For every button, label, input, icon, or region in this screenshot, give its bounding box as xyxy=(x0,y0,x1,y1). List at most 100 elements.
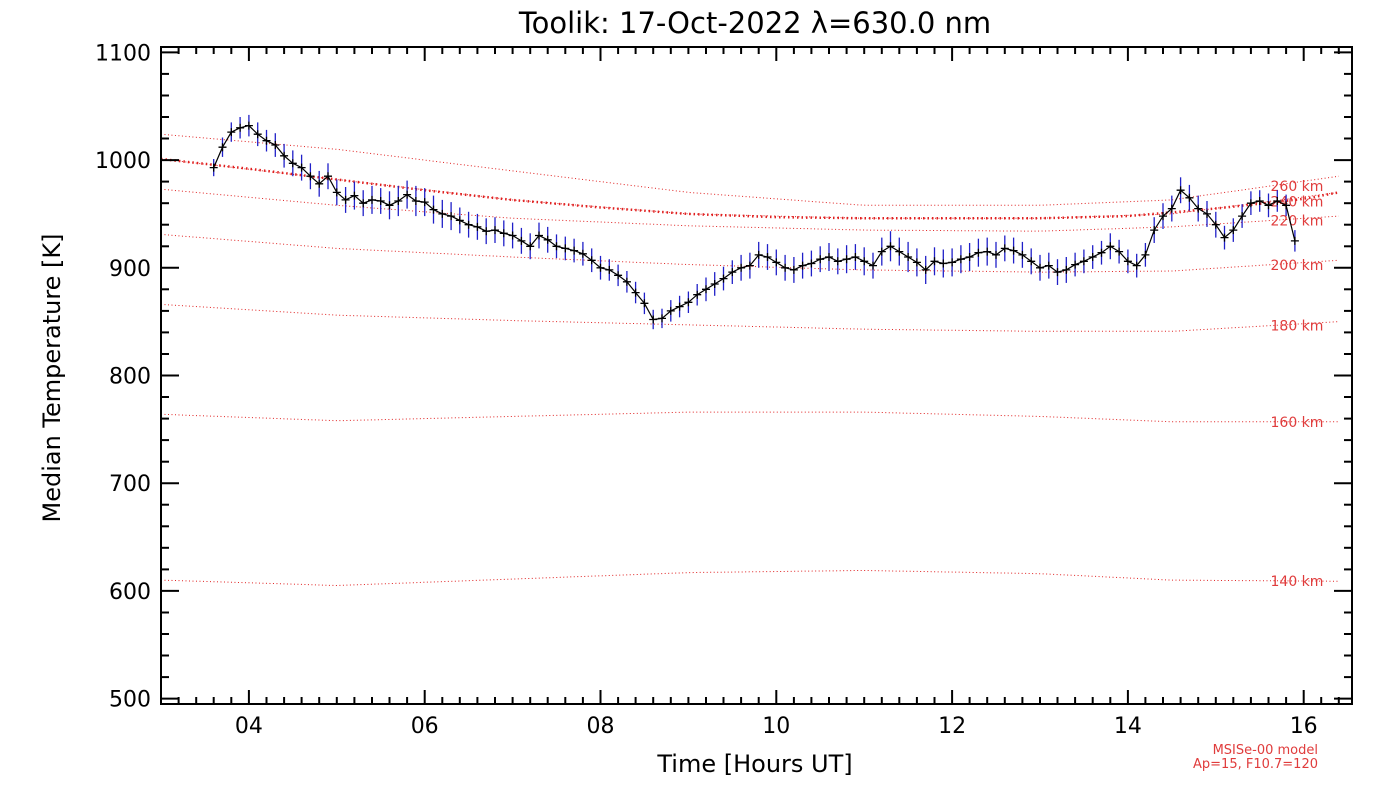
data-point xyxy=(1053,268,1062,277)
model-altitude-label: 180 km xyxy=(1271,319,1324,335)
data-point xyxy=(1018,250,1027,259)
y-axis-label: Median Temperature [K] xyxy=(38,233,66,522)
data-point xyxy=(833,257,842,266)
data-point xyxy=(693,290,702,299)
data-point xyxy=(684,298,693,307)
data-point xyxy=(842,255,851,264)
data-point xyxy=(324,172,332,181)
model-name-label: MSISe-00 model xyxy=(1213,743,1318,758)
data-point xyxy=(526,242,535,251)
data-point xyxy=(789,265,798,274)
data-point xyxy=(904,253,913,261)
data-point xyxy=(429,205,438,214)
y-tick-label: 500 xyxy=(109,688,151,713)
data-point xyxy=(798,261,807,270)
data-point xyxy=(1132,261,1141,270)
data-point xyxy=(587,256,596,265)
data-point xyxy=(886,242,895,251)
data-point xyxy=(622,277,631,286)
data-point xyxy=(385,201,394,210)
data-point xyxy=(1141,250,1150,259)
data-point xyxy=(218,143,227,152)
data-point xyxy=(244,121,253,130)
data-point xyxy=(974,248,983,257)
model-altitude-label: 260 km xyxy=(1271,179,1324,195)
data-point xyxy=(1282,201,1291,210)
model-altitude-label: 200 km xyxy=(1271,258,1324,274)
data-point xyxy=(702,285,710,294)
data-point xyxy=(948,258,957,267)
x-tick-label: 16 xyxy=(1290,714,1318,739)
y-tick-label: 600 xyxy=(109,580,151,605)
data-point xyxy=(1009,246,1018,255)
data-point xyxy=(578,249,587,258)
model-altitude-label: 220 km xyxy=(1271,214,1324,230)
data-point xyxy=(763,253,772,261)
chart-title: Toolik: 17-Oct-2022 λ=630.0 nm xyxy=(518,6,991,40)
data-point xyxy=(473,222,482,231)
data-point xyxy=(1220,233,1229,242)
data-point xyxy=(482,227,491,236)
x-axis-label: Time [Hours UT] xyxy=(656,750,852,778)
model-params-label: Ap=15, F10.7=120 xyxy=(1193,757,1318,772)
data-point xyxy=(491,226,499,235)
data-point xyxy=(227,128,236,137)
data-point xyxy=(332,188,341,197)
data-point xyxy=(517,236,526,245)
data-point xyxy=(781,263,790,272)
data-point xyxy=(1071,260,1080,269)
model-altitude-curve xyxy=(160,303,1339,332)
model-altitude-curve xyxy=(160,188,1339,232)
data-point xyxy=(1194,204,1203,213)
data-point xyxy=(816,255,825,264)
data-point xyxy=(895,247,904,256)
data-point xyxy=(552,242,561,251)
data-point xyxy=(719,274,728,283)
data-point xyxy=(438,209,447,218)
data-point xyxy=(570,246,579,255)
data-point xyxy=(666,306,675,315)
data-point xyxy=(288,159,297,168)
data-point xyxy=(1150,226,1159,235)
data-point xyxy=(877,247,886,256)
data-point xyxy=(710,280,719,288)
data-point xyxy=(280,151,289,160)
y-tick-label: 700 xyxy=(109,472,151,497)
x-tick-label: 08 xyxy=(587,714,615,739)
data-point xyxy=(394,197,403,205)
data-point xyxy=(253,130,262,139)
data-point xyxy=(499,229,508,238)
data-point xyxy=(772,258,781,267)
data-point xyxy=(745,261,754,270)
data-point xyxy=(1176,186,1185,195)
data-point xyxy=(1229,226,1238,235)
data-point xyxy=(447,212,456,221)
y-tick-label: 800 xyxy=(109,365,151,390)
data-point xyxy=(1246,199,1255,208)
data-point xyxy=(754,250,763,259)
data-point xyxy=(1123,257,1132,266)
model-altitude-label: 140 km xyxy=(1271,574,1324,590)
data-point xyxy=(675,302,684,311)
data-point xyxy=(658,314,666,323)
data-point xyxy=(1088,253,1097,261)
data-point xyxy=(508,231,517,240)
data-point xyxy=(1255,197,1264,205)
plot-frame xyxy=(160,46,1353,705)
data-point xyxy=(921,265,930,274)
x-tick-label: 10 xyxy=(762,714,790,739)
data-point xyxy=(1273,197,1282,205)
y-tick-label: 900 xyxy=(109,257,151,282)
data-point xyxy=(464,220,473,229)
y-tick-label: 1000 xyxy=(95,149,151,174)
x-tick-label: 12 xyxy=(938,714,966,739)
data-point xyxy=(737,263,746,272)
data-point xyxy=(605,265,614,274)
data-point xyxy=(1036,263,1044,272)
data-point xyxy=(420,198,429,207)
data-point xyxy=(1238,212,1247,221)
data-point xyxy=(306,172,315,181)
data-point xyxy=(983,247,992,256)
data-point xyxy=(1106,242,1115,251)
data-point xyxy=(341,195,350,204)
